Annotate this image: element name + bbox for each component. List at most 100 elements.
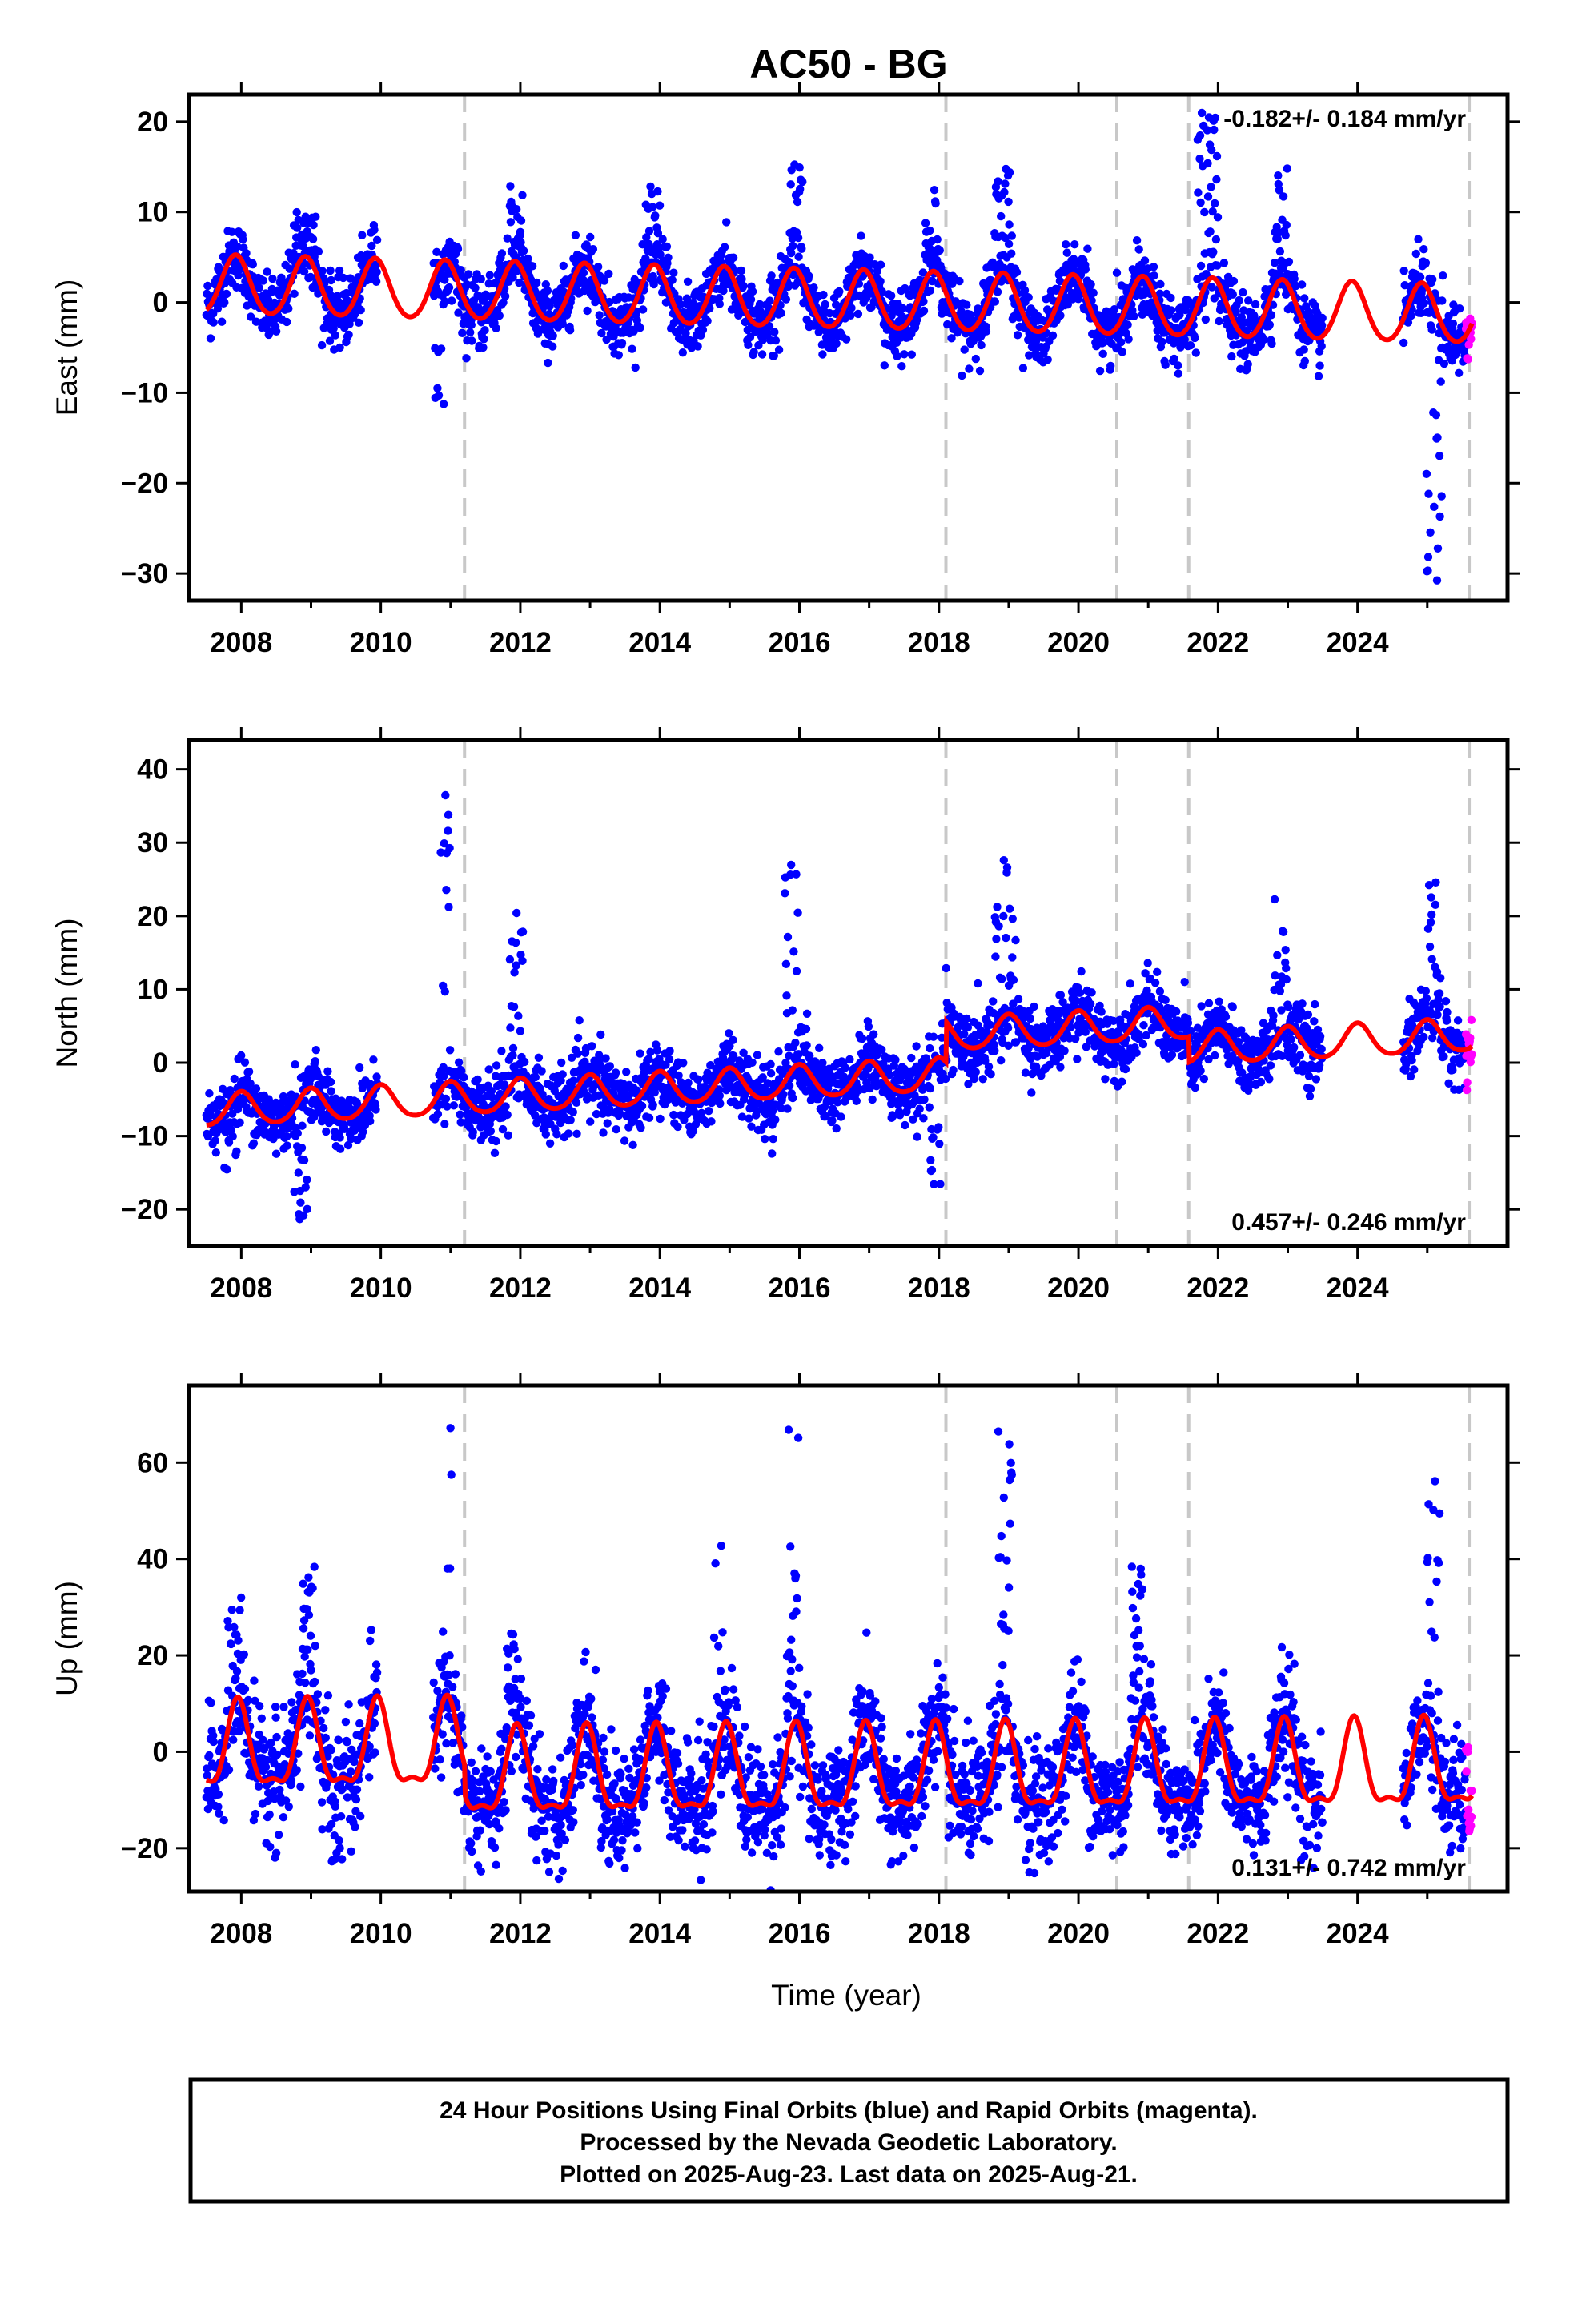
north-final-point [1172, 1007, 1181, 1016]
east-final-point [268, 274, 277, 283]
east-final-point [1423, 553, 1433, 561]
east-final-point [220, 298, 229, 307]
north-final-point [468, 1128, 477, 1136]
north-final-point [568, 1053, 576, 1063]
north-final-point [1008, 915, 1018, 923]
east-final-point [579, 268, 588, 277]
east-final-point [757, 350, 767, 359]
east-final-point [1419, 299, 1429, 308]
east-final-point [595, 311, 604, 320]
north-final-point [715, 1085, 724, 1094]
north-final-point [531, 1072, 540, 1082]
east-final-point [433, 384, 442, 392]
east-final-point [681, 328, 690, 338]
east-final-point [1005, 168, 1014, 177]
east-final-point [264, 296, 273, 304]
north-final-point [963, 1023, 973, 1032]
east-final-point [1150, 271, 1158, 280]
north-final-point [601, 1054, 610, 1063]
east-final-point [1279, 192, 1288, 201]
east-final-point [857, 231, 865, 240]
north-final-point [833, 1098, 842, 1107]
east-final-point [1274, 171, 1283, 180]
north-final-point [541, 1130, 550, 1139]
north-final-point [1143, 959, 1152, 967]
east-final-point [877, 287, 886, 296]
north-final-point [989, 997, 998, 1006]
north-final-point [545, 1139, 555, 1148]
north-final-point [1002, 863, 1012, 872]
north-final-point [573, 1049, 582, 1058]
north-final-point [644, 1055, 653, 1063]
north-final-point [769, 1135, 777, 1144]
east-final-point [503, 234, 512, 243]
east-final-point [444, 283, 454, 292]
north-final-point [766, 1059, 775, 1069]
east-final-point [453, 244, 463, 254]
north-final-point [569, 1076, 578, 1085]
east-final-point [1415, 272, 1425, 282]
east-final-point [506, 218, 516, 227]
north-final-point [508, 1051, 517, 1060]
east-final-point [1281, 231, 1290, 240]
east-final-point [345, 320, 354, 328]
east-final-point [787, 248, 796, 258]
north-final-point [224, 1138, 234, 1147]
north-final-point [445, 843, 454, 853]
north-final-point [986, 1020, 994, 1030]
east-final-point [480, 326, 489, 335]
east-final-point [239, 235, 247, 244]
north-final-point [832, 1124, 841, 1133]
east-final-point [1407, 311, 1415, 320]
north-final-point [962, 1014, 971, 1023]
north-final-point [925, 1103, 934, 1112]
east-final-point [1299, 345, 1308, 354]
north-final-point [566, 1116, 575, 1124]
north-final-point [964, 1080, 973, 1088]
east-final-point [1318, 321, 1327, 330]
north-final-point [612, 1125, 620, 1134]
north-final-point [335, 1133, 344, 1142]
north-final-point [223, 1165, 231, 1174]
east-y-tick-label: 20 [137, 107, 168, 138]
east-final-point [664, 253, 673, 262]
north-final-point [1056, 991, 1066, 999]
north-final-point [990, 1040, 999, 1049]
east-rate-label: -0.182+/- 0.184 mm/yr [1223, 106, 1466, 132]
north-final-point [538, 1090, 547, 1099]
east-final-point [1117, 338, 1126, 347]
east-final-point [1031, 336, 1041, 345]
east-final-point [432, 247, 441, 256]
east-final-point [798, 177, 807, 187]
east-final-point [898, 304, 908, 313]
north-final-point [766, 1069, 776, 1078]
east-final-point [668, 275, 677, 284]
east-final-point [1424, 489, 1433, 498]
north-final-point [232, 1147, 241, 1156]
east-final-point [293, 223, 302, 232]
north-final-point [758, 1073, 767, 1082]
east-final-point [1314, 372, 1323, 380]
north-final-point [512, 961, 520, 970]
east-final-point [873, 267, 882, 275]
east-x-tick-label: 2024 [1327, 627, 1389, 658]
north-final-point [753, 1051, 762, 1059]
north-final-point [793, 908, 802, 917]
east-final-point [1089, 288, 1098, 297]
east-final-point [1235, 296, 1243, 305]
east-final-point [495, 311, 504, 320]
north-final-point [1132, 1048, 1141, 1057]
east-final-point [928, 276, 937, 286]
east-final-point [846, 311, 855, 320]
east-final-point [440, 400, 448, 408]
north-final-point [1126, 979, 1134, 988]
north-final-point [1150, 979, 1160, 987]
east-final-point [1024, 293, 1033, 302]
north-final-point [970, 1074, 978, 1084]
north-final-point [599, 1128, 608, 1137]
east-final-point [515, 278, 524, 287]
north-final-point [512, 908, 521, 918]
east-y-axis-label: East (mm) [50, 279, 83, 416]
north-final-point [1071, 1035, 1080, 1043]
